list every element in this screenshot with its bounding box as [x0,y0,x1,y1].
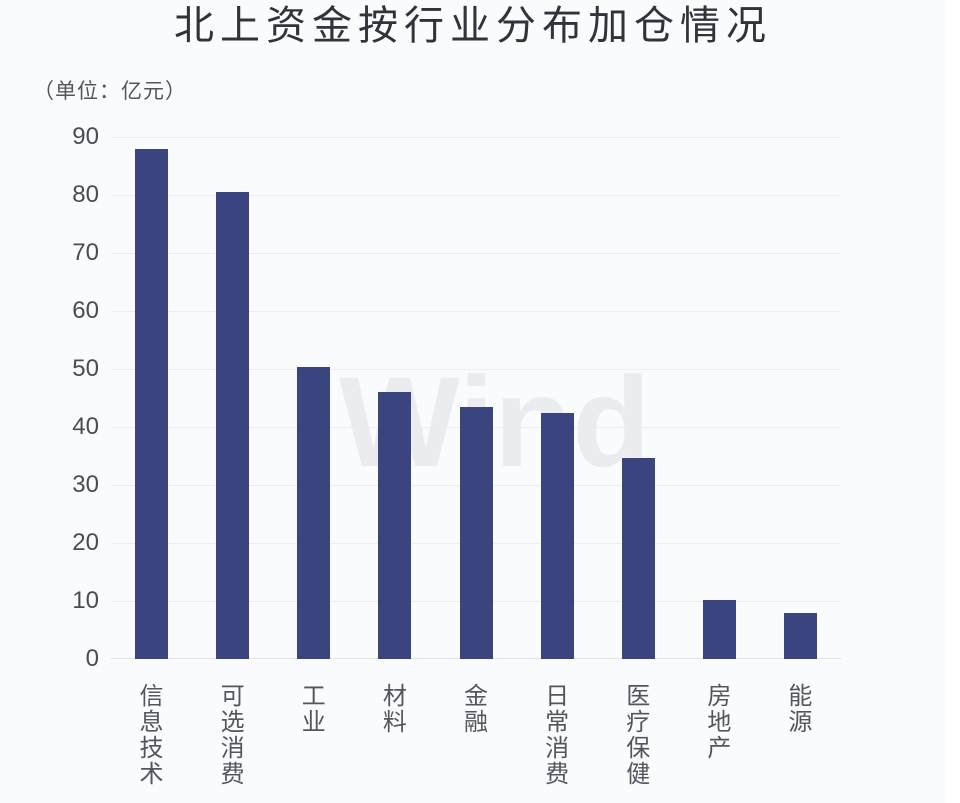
bar [702,600,736,659]
bar [783,612,817,659]
y-tick-label: 0 [85,645,99,672]
x-category-label: 房 地 产 [707,683,732,762]
bar [459,406,493,659]
x-category-label: 能 源 [788,683,813,736]
y-tick-label: 60 [72,297,99,324]
y-tick-label: 90 [72,123,99,150]
y-tick-label: 20 [72,529,99,556]
y-tick-label: 80 [72,181,99,208]
gridline [111,137,841,138]
y-tick-label: 40 [72,413,99,440]
x-category-label: 可 选 消 费 [220,683,245,788]
x-category-label: 金 融 [463,683,488,736]
y-tick-label: 50 [72,355,99,382]
gridline [111,311,841,312]
bar [216,192,250,659]
y-tick-label: 70 [72,239,99,266]
gridline [111,195,841,196]
plot-area: Wind [111,137,841,659]
x-category-label: 信 息 技 术 [139,683,164,788]
x-category-label: 工 业 [301,683,326,736]
page-right-margin [946,0,960,803]
bar [378,391,412,659]
gridline [111,253,841,254]
x-category-label: 材 料 [382,683,407,736]
bar [297,367,331,659]
bar [540,413,574,659]
x-category-label: 医 疗 保 健 [626,683,651,788]
unit-label: （单位：亿元） [33,80,187,103]
y-tick-label: 30 [72,471,99,498]
chart-title: 北上资金按行业分布加仓情况 [174,4,772,48]
bar [621,458,655,659]
gridline [111,369,841,370]
x-category-label: 日 常 消 费 [545,683,570,788]
bar [135,148,169,659]
y-tick-label: 10 [72,587,99,614]
